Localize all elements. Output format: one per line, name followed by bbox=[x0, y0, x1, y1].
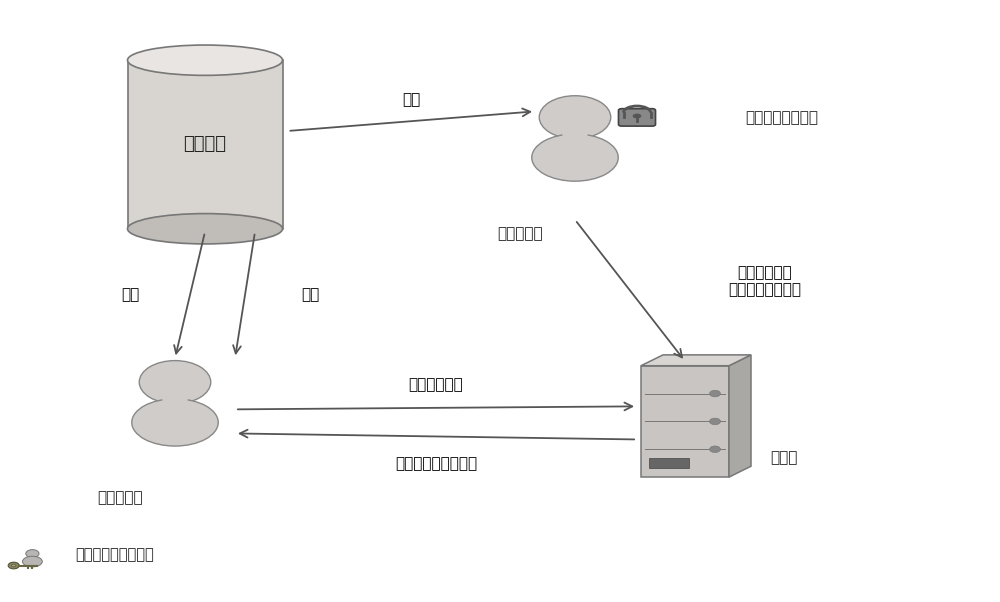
Ellipse shape bbox=[710, 390, 721, 397]
Polygon shape bbox=[729, 355, 751, 477]
Polygon shape bbox=[561, 129, 589, 138]
FancyBboxPatch shape bbox=[618, 109, 656, 126]
FancyBboxPatch shape bbox=[649, 458, 689, 468]
Ellipse shape bbox=[132, 399, 218, 446]
Ellipse shape bbox=[128, 45, 283, 75]
Text: 数据使用者属性集合: 数据使用者属性集合 bbox=[75, 548, 154, 562]
Text: 数据使用者: 数据使用者 bbox=[97, 491, 143, 506]
Text: 数据拥有者: 数据拥有者 bbox=[497, 226, 543, 241]
Ellipse shape bbox=[128, 214, 283, 244]
Ellipse shape bbox=[139, 361, 211, 403]
Ellipse shape bbox=[710, 418, 721, 425]
Ellipse shape bbox=[532, 134, 618, 181]
Ellipse shape bbox=[633, 114, 641, 119]
Text: 授权: 授权 bbox=[402, 93, 420, 108]
Text: 授权: 授权 bbox=[301, 288, 319, 302]
Ellipse shape bbox=[8, 562, 19, 569]
Polygon shape bbox=[641, 366, 729, 477]
Polygon shape bbox=[641, 355, 751, 366]
Text: 服务器: 服务器 bbox=[770, 450, 797, 465]
Polygon shape bbox=[161, 394, 189, 403]
Polygon shape bbox=[128, 60, 283, 229]
Text: 加密数据文件
并上传已加密文件: 加密数据文件 并上传已加密文件 bbox=[728, 265, 802, 297]
Ellipse shape bbox=[539, 96, 611, 138]
Ellipse shape bbox=[710, 446, 721, 453]
Text: 授权机构: 授权机构 bbox=[184, 135, 226, 154]
Ellipse shape bbox=[22, 556, 42, 567]
Text: 授权: 授权 bbox=[121, 288, 139, 302]
Text: 下载加密文件并解密: 下载加密文件并解密 bbox=[395, 456, 477, 471]
Text: 访问数据请求: 访问数据请求 bbox=[409, 377, 463, 393]
Ellipse shape bbox=[26, 550, 39, 557]
Ellipse shape bbox=[12, 564, 16, 567]
Text: 访问策略属性集合: 访问策略属性集合 bbox=[745, 110, 818, 125]
